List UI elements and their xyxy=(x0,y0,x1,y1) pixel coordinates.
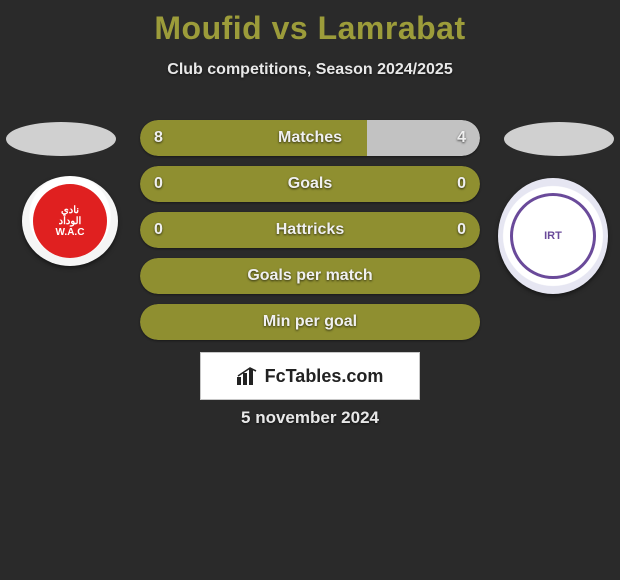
brand-text: FcTables.com xyxy=(265,366,384,387)
stat-row: Matches84 xyxy=(140,120,480,156)
stat-value-right: 0 xyxy=(457,221,466,239)
right-club-badge: IRT xyxy=(498,178,608,294)
stat-value-left: 0 xyxy=(154,221,163,239)
stat-fill-left xyxy=(140,212,310,248)
stat-value-right: 0 xyxy=(457,175,466,193)
stat-fill-left xyxy=(140,120,367,156)
left-player-ellipse xyxy=(6,122,116,156)
stat-value-left: 0 xyxy=(154,175,163,193)
stat-value-left: 8 xyxy=(154,129,163,147)
stat-value-right: 4 xyxy=(457,129,466,147)
page-title: Moufid vs Lamrabat xyxy=(0,0,620,47)
right-badge-text: IRT xyxy=(544,230,562,242)
stat-fill-left xyxy=(140,304,480,340)
left-badge-line1: نادي xyxy=(61,205,79,216)
bar-chart-icon xyxy=(237,367,259,385)
infographic-container: Moufid vs Lamrabat Club competitions, Se… xyxy=(0,0,620,580)
right-club-badge-inner: IRT xyxy=(510,193,596,279)
date-text: 5 november 2024 xyxy=(0,408,620,428)
subtitle: Club competitions, Season 2024/2025 xyxy=(0,61,620,79)
stat-fill-left xyxy=(140,258,480,294)
stat-row: Min per goal xyxy=(140,304,480,340)
player1-name: Moufid xyxy=(154,10,262,46)
left-badge-line3: W.A.C xyxy=(56,227,85,238)
stat-fill-right xyxy=(310,212,480,248)
right-player-ellipse xyxy=(504,122,614,156)
brand-box: FcTables.com xyxy=(200,352,420,400)
left-club-badge-inner: نادي الوداد W.A.C xyxy=(33,184,107,258)
stat-fill-left xyxy=(140,166,310,202)
left-club-badge: نادي الوداد W.A.C xyxy=(22,176,118,266)
vs-text: vs xyxy=(272,10,309,46)
stat-row: Goals per match xyxy=(140,258,480,294)
stat-row: Hattricks00 xyxy=(140,212,480,248)
stat-rows: Matches84Goals00Hattricks00Goals per mat… xyxy=(140,120,480,350)
player2-name: Lamrabat xyxy=(318,10,466,46)
left-badge-line2: الوداد xyxy=(59,216,82,227)
stat-fill-right xyxy=(310,166,480,202)
stat-row: Goals00 xyxy=(140,166,480,202)
